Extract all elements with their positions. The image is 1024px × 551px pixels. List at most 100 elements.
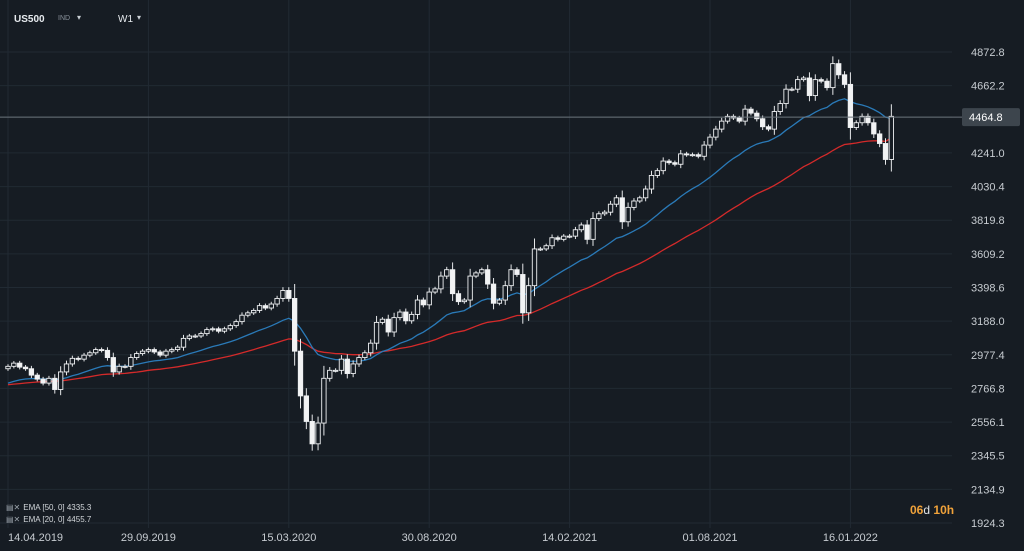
candle bbox=[596, 211, 602, 222]
candle-body bbox=[75, 357, 81, 360]
indicator-ema20-label: EMA [20, 0] 4455.7 bbox=[23, 515, 92, 524]
candle bbox=[683, 151, 690, 157]
candle-body bbox=[800, 77, 807, 81]
candle bbox=[707, 133, 713, 149]
candle-body bbox=[888, 115, 895, 160]
timeframe-dropdown-icon[interactable]: ▾ bbox=[137, 13, 142, 22]
candle bbox=[678, 150, 684, 169]
candle-body bbox=[338, 358, 345, 371]
candle bbox=[689, 152, 696, 157]
candle bbox=[537, 246, 544, 252]
symbol-label[interactable]: US500 bbox=[14, 14, 45, 25]
candle bbox=[549, 234, 555, 250]
candle bbox=[719, 117, 725, 133]
candle bbox=[321, 365, 327, 436]
candle-body bbox=[812, 79, 818, 97]
candle bbox=[315, 416, 321, 451]
candle-body bbox=[174, 346, 181, 351]
candle bbox=[93, 347, 99, 355]
candle bbox=[613, 194, 620, 208]
candle bbox=[795, 75, 801, 93]
candle bbox=[438, 271, 444, 294]
candle-body bbox=[543, 245, 549, 250]
candle-body bbox=[104, 349, 111, 359]
candle bbox=[198, 331, 204, 339]
candle-body bbox=[22, 366, 29, 370]
candle bbox=[496, 297, 503, 306]
candle bbox=[409, 311, 415, 324]
candle bbox=[362, 350, 368, 361]
indicator-settings-icon[interactable]: ▤✕ bbox=[6, 503, 21, 512]
candle-body bbox=[256, 305, 263, 311]
candle bbox=[654, 168, 661, 178]
candle bbox=[356, 354, 362, 367]
candle-body bbox=[847, 83, 854, 128]
candle bbox=[754, 110, 760, 122]
current-price-label: 4464.8 bbox=[969, 112, 1003, 124]
candle bbox=[619, 190, 625, 230]
candle-body bbox=[46, 377, 52, 384]
candle-body bbox=[736, 117, 742, 122]
candle bbox=[888, 104, 895, 172]
indicator-settings-icon[interactable]: ▤✕ bbox=[6, 515, 21, 524]
date-tick-label: 14.02.2021 bbox=[542, 532, 597, 544]
candle bbox=[332, 368, 339, 373]
candle-body bbox=[765, 126, 772, 130]
candle bbox=[268, 301, 274, 311]
candle-body bbox=[157, 351, 163, 356]
candle bbox=[169, 347, 175, 354]
candle bbox=[163, 348, 169, 358]
candle-body bbox=[11, 362, 17, 367]
ema50-line bbox=[7, 137, 892, 386]
candle bbox=[724, 113, 731, 124]
candle-body bbox=[139, 350, 146, 355]
candle bbox=[859, 113, 865, 126]
candle-body bbox=[490, 283, 497, 304]
candle bbox=[742, 104, 748, 126]
ema-lines bbox=[7, 98, 892, 386]
date-tick-label: 29.09.2019 bbox=[121, 532, 176, 544]
candle-body bbox=[748, 108, 754, 114]
candle bbox=[590, 212, 596, 246]
price-tick-label: 3398.6 bbox=[971, 282, 1005, 294]
candle bbox=[672, 160, 678, 167]
candle-body bbox=[654, 170, 661, 176]
candle bbox=[783, 84, 789, 109]
candle-body bbox=[28, 368, 35, 376]
candle-body bbox=[432, 288, 438, 293]
candle bbox=[221, 326, 228, 334]
candle-body bbox=[643, 188, 649, 199]
candle-body bbox=[631, 200, 637, 208]
price-axis: 4872.8 4662.2 4464.8 4241.0 4030.4 3819.8 3609… bbox=[971, 47, 1005, 530]
timeframe-label[interactable]: W1 bbox=[118, 14, 133, 25]
candle bbox=[812, 74, 818, 101]
candle-body bbox=[882, 143, 889, 160]
price-tick-label: 4030.4 bbox=[971, 182, 1005, 194]
candle bbox=[338, 355, 345, 375]
candle bbox=[760, 115, 766, 131]
candle bbox=[368, 339, 374, 357]
candle-body bbox=[789, 88, 795, 91]
candle-body bbox=[409, 313, 415, 322]
candle-body bbox=[385, 318, 391, 333]
candle bbox=[648, 170, 655, 194]
candle-body bbox=[368, 342, 374, 354]
candle bbox=[52, 374, 58, 394]
candle-body bbox=[5, 365, 11, 370]
date-tick-label: 01.08.2021 bbox=[682, 532, 737, 544]
symbol-dropdown-icon[interactable]: ▾ bbox=[77, 13, 82, 22]
candle-body bbox=[771, 111, 778, 130]
candle bbox=[526, 277, 532, 321]
candle-body bbox=[537, 248, 544, 251]
candle bbox=[110, 352, 116, 377]
candle bbox=[660, 157, 666, 175]
candle bbox=[403, 308, 409, 325]
candle bbox=[830, 56, 836, 95]
candle bbox=[836, 59, 842, 79]
candle-body bbox=[58, 371, 64, 390]
candle bbox=[455, 290, 462, 305]
candle-body bbox=[210, 328, 216, 331]
candle-body bbox=[689, 154, 696, 157]
candle bbox=[765, 124, 772, 132]
